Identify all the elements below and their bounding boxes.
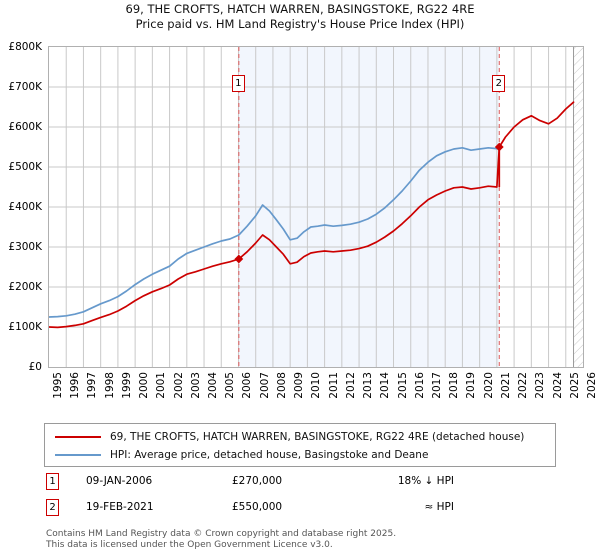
chart-canvas	[49, 47, 583, 367]
transaction-number-1: 1	[46, 473, 59, 490]
y-axis-tick-2: £200K	[8, 281, 42, 293]
chart-legend: 69, THE CROFTS, HATCH WARREN, BASINGSTOK…	[44, 423, 556, 467]
x-axis-tick-2012: 2012	[344, 372, 357, 399]
y-axis-tick-3: £300K	[8, 241, 42, 253]
y-axis-tick-0: £0	[28, 361, 42, 373]
x-axis-tick-2020: 2020	[482, 372, 495, 399]
x-axis-tick-2005: 2005	[224, 372, 237, 399]
chart-marker-label-2: 2	[492, 75, 506, 92]
legend-label-property: 69, THE CROFTS, HATCH WARREN, BASINGSTOK…	[110, 431, 525, 443]
x-axis-tick-1998: 1998	[103, 372, 116, 399]
x-axis-tick-2007: 2007	[258, 372, 271, 399]
legend-item-property: 69, THE CROFTS, HATCH WARREN, BASINGSTOK…	[45, 428, 555, 446]
transaction-hpi-delta-2: ≈ HPI	[424, 501, 454, 513]
footer-line-2: This data is licensed under the Open Gov…	[46, 540, 333, 550]
x-axis-tick-2025: 2025	[568, 372, 581, 399]
x-axis-tick-2017: 2017	[430, 372, 443, 399]
x-axis-tick-2018: 2018	[448, 372, 461, 399]
x-axis-tick-2022: 2022	[517, 372, 530, 399]
x-axis-tick-1996: 1996	[69, 372, 82, 399]
x-axis-tick-2015: 2015	[396, 372, 409, 399]
x-axis-tick-1995: 1995	[52, 372, 64, 399]
legend-swatch-hpi	[55, 454, 101, 456]
chart-title: 69, THE CROFTS, HATCH WARREN, BASINGSTOK…	[0, 2, 600, 32]
transaction-hpi-delta-1: 18% ↓ HPI	[397, 475, 454, 487]
x-axis-tick-2000: 2000	[138, 372, 151, 399]
table-row: 1 09-JAN-2006 £270,000 18% ↓ HPI	[44, 471, 556, 497]
legend-item-hpi: HPI: Average price, detached house, Basi…	[45, 446, 555, 464]
chart-marker-label-1: 1	[231, 75, 245, 92]
x-axis-tick-2009: 2009	[293, 372, 306, 399]
x-axis-tick-1997: 1997	[86, 372, 99, 399]
x-axis-tick-2024: 2024	[551, 372, 564, 399]
x-axis-tick-2004: 2004	[207, 372, 220, 399]
chart-title-line-1: 69, THE CROFTS, HATCH WARREN, BASINGSTOK…	[125, 2, 475, 16]
x-axis-tick-2014: 2014	[379, 372, 392, 399]
x-axis-tick-2001: 2001	[155, 372, 168, 399]
transaction-price-2: £550,000	[232, 501, 283, 513]
transaction-number-2: 2	[46, 499, 59, 516]
chart-title-line-2: Price paid vs. HM Land Registry's House …	[135, 17, 465, 31]
y-axis-labels: £0 £100K £200K £300K £400K £500K £600K £700K £80…	[0, 41, 46, 373]
x-axis-tick-2021: 2021	[499, 372, 512, 399]
transactions-table: 1 09-JAN-2006 £270,000 18% ↓ HPI 2 19-FE…	[44, 471, 556, 523]
x-axis-tick-2023: 2023	[534, 372, 547, 399]
x-axis-tick-2002: 2002	[172, 372, 185, 399]
x-axis-tick-2026: 2026	[586, 372, 598, 399]
y-axis-tick-7: £700K	[8, 81, 42, 93]
x-axis-tick-2019: 2019	[465, 372, 478, 399]
x-axis-tick-2011: 2011	[327, 372, 340, 399]
transaction-price-1: £270,000	[232, 475, 283, 487]
x-axis-tick-2010: 2010	[310, 372, 323, 399]
y-axis-tick-8: £800K	[8, 41, 42, 53]
footer-line-1: Contains HM Land Registry data © Crown c…	[46, 529, 397, 539]
legend-label-hpi: HPI: Average price, detached house, Basi…	[110, 449, 429, 461]
transaction-date-2: 19-FEB-2021	[86, 501, 154, 513]
x-axis-tick-2006: 2006	[241, 372, 254, 399]
y-axis-tick-6: £600K	[8, 121, 42, 133]
x-axis-labels: 1995 1996 1997 1998 1999 2000 2001 2002 2003 2004…	[48, 372, 598, 416]
copyright-footer: Contains HM Land Registry data © Crown c…	[46, 529, 566, 551]
x-axis-tick-2003: 2003	[189, 372, 202, 399]
table-row: 2 19-FEB-2021 £550,000 ≈ HPI	[44, 497, 556, 523]
x-axis-tick-2016: 2016	[413, 372, 426, 399]
x-axis-tick-1999: 1999	[120, 372, 133, 399]
x-axis-tick-2013: 2013	[362, 372, 375, 399]
x-axis-tick-2008: 2008	[275, 372, 288, 399]
y-axis-tick-1: £100K	[8, 321, 42, 333]
transaction-date-1: 09-JAN-2006	[86, 475, 153, 487]
chart-plot-area	[48, 46, 584, 368]
y-axis-tick-5: £500K	[8, 161, 42, 173]
y-axis-tick-4: £400K	[8, 201, 42, 213]
legend-swatch-property	[55, 436, 101, 438]
